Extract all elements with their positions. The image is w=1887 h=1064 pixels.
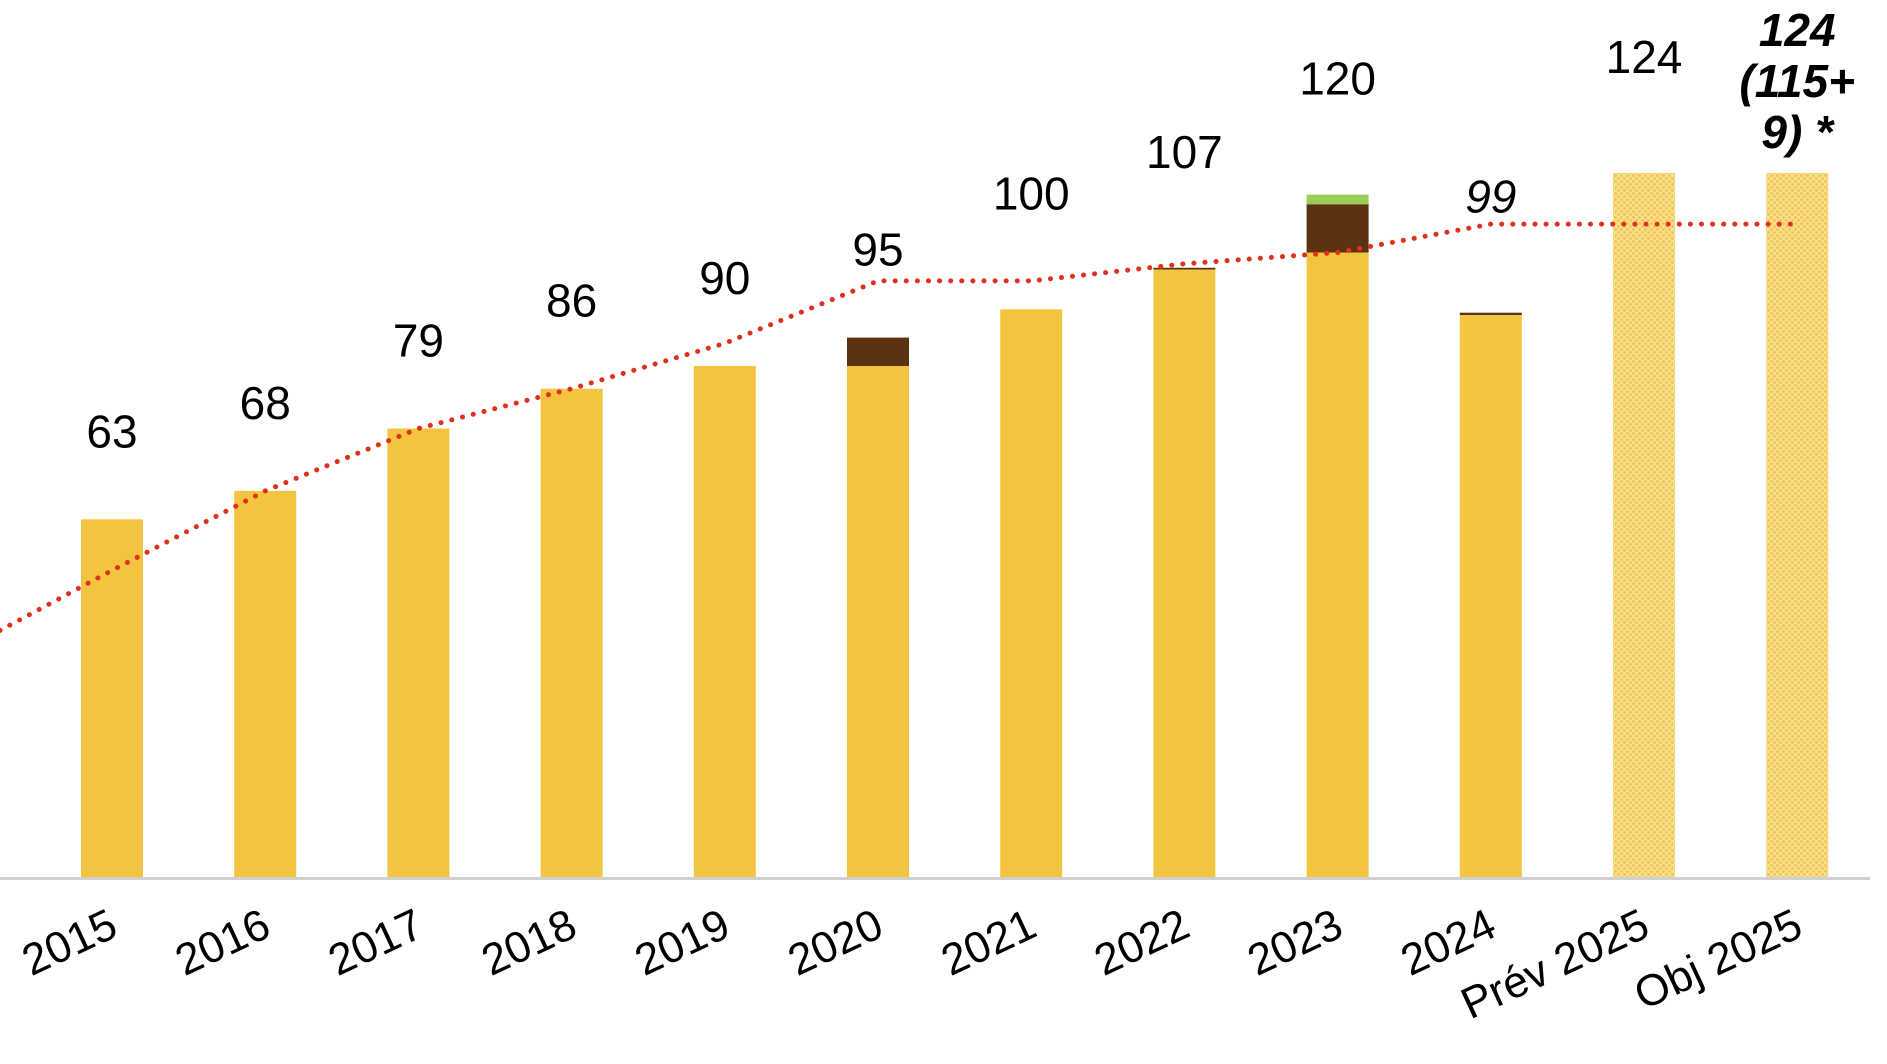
value-label-2023: 120 <box>1299 53 1376 105</box>
x-tick-label-2017: 2017 <box>321 900 430 986</box>
bar-main-2022 <box>1153 269 1216 877</box>
value-label-2016: 68 <box>240 377 291 429</box>
value-label-2022: 107 <box>1146 126 1223 178</box>
bar-dark-2023 <box>1306 204 1369 253</box>
value-label-2024: 99 <box>1465 171 1516 223</box>
x-tick-label-2021: 2021 <box>934 900 1043 986</box>
value-label-2015: 63 <box>86 405 137 457</box>
bar-main-2015 <box>81 519 143 877</box>
bar-main-2023 <box>1306 252 1369 877</box>
bar-main-2016 <box>234 490 297 877</box>
value-labels-layer: 63 68 79 86 90 95 100 107 120 99 124 124 (115+ 9) * <box>86 4 1855 457</box>
value-label-prév-2025: 124 <box>1606 31 1683 83</box>
bar-main-2020 <box>847 366 909 877</box>
bars-layer <box>81 173 1829 877</box>
x-tick-label-2016: 2016 <box>168 900 277 986</box>
bar-main-2024 <box>1459 314 1522 877</box>
x-tick-label-2020: 2020 <box>781 900 890 986</box>
bar-dark-2020 <box>847 337 909 366</box>
x-tick-label-2023: 2023 <box>1240 900 1349 986</box>
bar-main-prév-2025 <box>1613 173 1675 877</box>
value-label-obj-2025: 124 (115+ 9) * <box>1739 4 1855 158</box>
bar-main-2017 <box>387 428 450 877</box>
value-label-2020: 95 <box>852 224 903 276</box>
value-label-2021: 100 <box>993 167 1070 219</box>
x-tick-label-obj-2025: Obj 2025 <box>1627 900 1810 1020</box>
x-tick-label-2019: 2019 <box>628 900 737 986</box>
bar-dark-2022 <box>1153 267 1216 270</box>
bar-main-2021 <box>1000 309 1063 877</box>
trend-line <box>0 221 1800 633</box>
x-tick-label-2015: 2015 <box>15 900 124 986</box>
bar-main-2019 <box>693 366 756 877</box>
value-label-2018: 86 <box>546 275 597 327</box>
bar-main-2018 <box>540 388 603 877</box>
value-label-2017: 79 <box>393 315 444 367</box>
x-tick-label-2018: 2018 <box>474 900 583 986</box>
x-tick-label-2022: 2022 <box>1087 900 1196 986</box>
bar-dark-2024 <box>1459 312 1522 315</box>
value-label-2019: 90 <box>699 252 750 304</box>
bar-green-2023 <box>1306 194 1369 205</box>
bar-main-obj-2025 <box>1766 173 1829 877</box>
category-labels-layer: 2015 2016 2017 2018 2019 2020 2021 2022 2023 2024… <box>15 900 1810 1029</box>
